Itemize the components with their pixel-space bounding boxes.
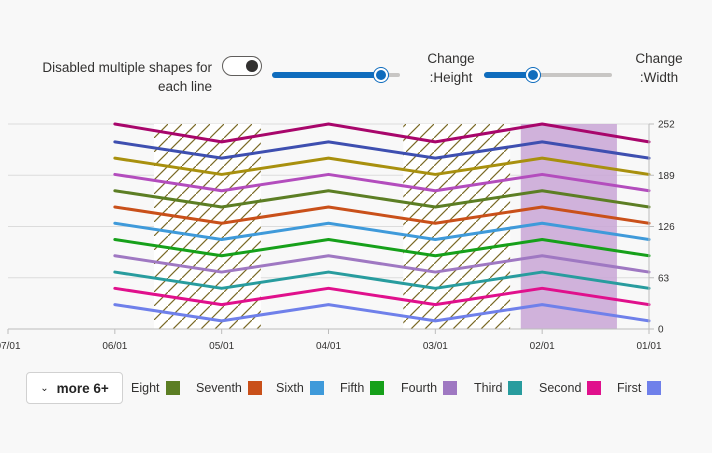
y-tick-label: 189 bbox=[658, 171, 675, 182]
axis-layer: 07/01 06/01 05/01 04/01 03/01 02/01 01/01 0 63 12… bbox=[0, 120, 675, 353]
line-layer bbox=[113, 122, 651, 323]
x-tick-label: 04/01 bbox=[316, 341, 341, 352]
width-slider-fill bbox=[484, 72, 533, 78]
legend-item-sixth[interactable]: Sixth bbox=[276, 378, 324, 398]
legend-swatch bbox=[165, 381, 180, 395]
legend-item-third[interactable]: Third bbox=[474, 378, 523, 398]
more-legend-button[interactable]: ⌄ more 6+ bbox=[26, 372, 123, 404]
legend-label: Third bbox=[474, 381, 503, 395]
toggle-knob bbox=[246, 60, 258, 72]
series-line-unlabeled-9 bbox=[113, 172, 651, 193]
series-line-sixth bbox=[113, 221, 651, 242]
series-line-eight bbox=[113, 189, 651, 209]
width-slider-track bbox=[484, 73, 612, 77]
legend-item-seventh[interactable]: Seventh bbox=[196, 378, 262, 398]
height-label: Change :Height bbox=[427, 51, 475, 85]
legend-swatch bbox=[370, 381, 385, 395]
legend-item-second[interactable]: Second bbox=[539, 378, 602, 398]
legend-swatch bbox=[587, 381, 602, 395]
y-tick-label: 63 bbox=[658, 273, 670, 284]
width-slider-thumb[interactable] bbox=[525, 68, 540, 82]
more-legend-label: more 6+ bbox=[56, 380, 109, 396]
shapes-toggle[interactable] bbox=[222, 56, 262, 76]
x-tick-label: 05/01 bbox=[209, 341, 234, 352]
legend-label: Fourth bbox=[401, 381, 438, 395]
legend-label: Sixth bbox=[276, 381, 304, 395]
width-label: Change :Width bbox=[635, 51, 683, 85]
legend-label: Fifth bbox=[340, 381, 365, 395]
x-tick-label: 03/01 bbox=[423, 341, 448, 352]
legend-item-first[interactable]: First bbox=[617, 378, 662, 398]
legend-label: Second bbox=[539, 381, 582, 395]
legend-swatch bbox=[443, 381, 458, 395]
x-tick-label: 07/01 bbox=[0, 341, 21, 352]
legend-swatch bbox=[647, 381, 662, 395]
line-chart: 07/01 06/01 05/01 04/01 03/01 02/01 01/01 0 63 12… bbox=[0, 120, 675, 353]
series-line-unlabeled-10 bbox=[113, 156, 651, 176]
x-tick-label: 02/01 bbox=[530, 341, 555, 352]
height-slider[interactable] bbox=[272, 65, 400, 85]
shapes-toggle-label: Disabled multiple shapes for each line bbox=[42, 60, 212, 94]
legend-swatch bbox=[247, 381, 262, 395]
series-line-third bbox=[113, 270, 651, 290]
legend-item-fourth[interactable]: Fourth bbox=[401, 378, 458, 398]
chevron-down-icon: ⌄ bbox=[40, 382, 49, 394]
height-slider-thumb[interactable] bbox=[373, 68, 388, 82]
legend-swatch bbox=[508, 381, 523, 395]
series-line-fifth bbox=[113, 238, 651, 258]
legend-label: Eight bbox=[131, 381, 160, 395]
series-line-first bbox=[113, 303, 651, 323]
x-tick-label: 01/01 bbox=[636, 341, 661, 352]
y-tick-label: 0 bbox=[658, 325, 664, 336]
width-slider[interactable] bbox=[484, 65, 612, 85]
legend-swatch bbox=[309, 381, 324, 395]
series-line-unlabeled-12 bbox=[113, 122, 651, 144]
y-tick-label: 252 bbox=[658, 120, 675, 131]
series-line-unlabeled-11 bbox=[113, 140, 651, 160]
y-tick-label: 126 bbox=[658, 222, 675, 233]
x-tick-label: 06/01 bbox=[102, 341, 127, 352]
legend-item-eight[interactable]: Eight bbox=[131, 378, 180, 398]
legend-label: First bbox=[617, 381, 642, 395]
series-line-second bbox=[113, 286, 651, 307]
height-slider-fill bbox=[272, 72, 381, 78]
legend-label: Seventh bbox=[196, 381, 242, 395]
series-line-fourth bbox=[113, 254, 651, 274]
series-line-seventh bbox=[113, 205, 651, 225]
legend-item-fifth[interactable]: Fifth bbox=[340, 378, 385, 398]
band-1 bbox=[154, 124, 261, 329]
